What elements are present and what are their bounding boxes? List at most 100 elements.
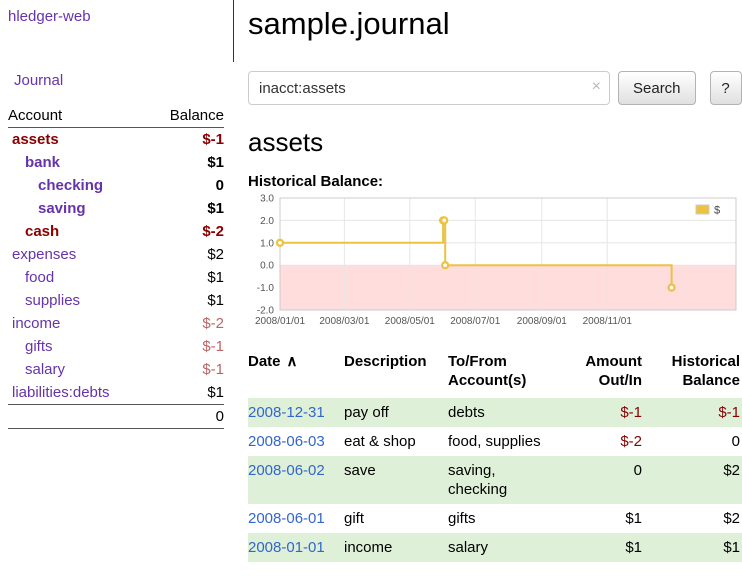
register-balance-cell: $-1 [644,398,742,427]
sidebar-account-balance: $1 [149,381,224,405]
register-description-cell: pay off [344,398,448,427]
search-input[interactable] [248,71,610,105]
brand-link[interactable]: hledger-web [8,8,91,25]
sidebar-account-balance: $-1 [149,335,224,358]
sidebar-account-row: assets $-1 [8,128,224,152]
register-balance-cell: 0 [644,427,742,456]
register-description-cell: save [344,456,448,504]
register-description-cell: gift [344,504,448,533]
register-body: 2008-12-31pay offdebts$-1$-12008-06-03ea… [248,398,742,562]
register-date-cell: 2008-12-31 [248,398,344,427]
sidebar-account-balance: $-2 [149,312,224,335]
chart-legend-swatch [696,205,709,214]
column-divider [233,0,234,62]
chart-x-tick-label: 2008/03/01 [319,316,369,327]
sidebar-account-row: bank$1 [8,151,224,174]
register-description-cell: eat & shop [344,427,448,456]
sidebar-account-row: food $1 [8,266,224,289]
accounts-total-balance: 0 [149,405,224,429]
accounts-total-row: 0 [8,405,224,429]
sidebar-account-row: checking 0 [8,174,224,197]
chart-point [441,217,447,223]
sidebar-account-link[interactable]: salary [25,361,65,378]
sidebar-account-balance: 0 [149,174,224,197]
sidebar-account-row: supplies $1 [8,289,224,312]
sidebar-account-link[interactable]: checking [38,177,103,194]
register-date-link[interactable]: 2008-06-03 [248,433,325,450]
register-row: 2008-06-03eat & shopfood, supplies$-20 [248,427,742,456]
chart-y-tick-label: -1.0 [257,283,275,294]
column-header-description: Description [344,350,448,398]
sidebar-account-row: gifts $-1 [8,335,224,358]
sidebar-account-link[interactable]: gifts [25,338,53,355]
chart-svg: 3.02.01.00.0-1.0-2.02008/01/012008/03/01… [248,194,742,332]
help-button[interactable]: ? [710,71,742,105]
sidebar-account-balance: $-1 [149,128,224,152]
chart-y-tick-label: 0.0 [260,261,274,272]
page-title: sample.journal [248,4,742,44]
clear-search-icon[interactable]: × [592,78,601,96]
sidebar-account-link[interactable]: assets [12,131,59,148]
sidebar-account-link[interactable]: cash [25,223,59,240]
column-header-accounts: To/FromAccount(s) [448,350,560,398]
search-form: × Search ? [248,71,742,105]
register-balance-cell: $2 [644,456,742,504]
register-amount-cell: $-2 [560,427,644,456]
accounts-header-account: Account [8,104,149,128]
account-heading: assets [248,127,742,157]
sidebar: hledger-web Journal Account Balance asse… [0,0,234,582]
sidebar-accounts-body: assets$-1bank$1checking0saving$1cash$-2e… [8,128,224,405]
accounts-header-balance: Balance [149,104,224,128]
register-date-cell: 2008-06-01 [248,504,344,533]
sidebar-account-link[interactable]: liabilities:debts [12,384,110,401]
sidebar-account-link[interactable]: expenses [12,246,76,263]
chart-y-tick-label: 2.0 [260,216,274,227]
sidebar-account-link[interactable]: food [25,269,54,286]
sidebar-account-link[interactable]: supplies [25,292,80,309]
sort-ascending-icon: ∧ [287,353,298,370]
register-date-link[interactable]: 2008-01-01 [248,539,325,556]
sidebar-account-row: saving $1 [8,197,224,220]
sidebar-account-balance: $1 [149,266,224,289]
register-amount-cell: $1 [560,504,644,533]
main-content: sample.journal × Search ? assets Histori… [248,0,742,562]
date-header-label: Date [248,353,281,370]
sidebar-account-balance: $1 [149,289,224,312]
register-date-link[interactable]: 2008-06-02 [248,462,325,479]
register-date-link[interactable]: 2008-12-31 [248,404,325,421]
chart-y-tick-label: -2.0 [257,306,275,317]
register-row: 2008-01-01incomesalary$1$1 [248,533,742,562]
column-header-date[interactable]: Date ∧ [248,350,344,398]
register-date-cell: 2008-06-02 [248,456,344,504]
chart-x-tick-label: 2008/01/01 [255,316,305,327]
chart-x-tick-label: 2008/07/01 [450,316,500,327]
chart-title: Historical Balance: [248,173,742,190]
register-amount-cell: $1 [560,533,644,562]
search-box: × [248,71,610,105]
register-row: 2008-12-31pay offdebts$-1$-1 [248,398,742,427]
register-date-cell: 2008-01-01 [248,533,344,562]
sidebar-account-row: cash $-2 [8,220,224,243]
column-header-amount: AmountOut/In [560,350,644,398]
accounts-table: Account Balance assets$-1bank$1checking0… [8,104,224,429]
sidebar-account-row: expenses$2 [8,243,224,266]
register-accounts-cell: saving, checking [448,456,560,504]
sidebar-item-journal[interactable]: Journal [14,72,63,89]
chart-x-tick-label: 2008/11/01 [583,316,633,327]
accounts-table-header: Account Balance [8,104,224,128]
chart-point [669,285,675,291]
sidebar-account-balance: $-2 [149,220,224,243]
sidebar-account-balance: $1 [149,197,224,220]
register-date-link[interactable]: 2008-06-01 [248,510,325,527]
historical-balance-chart: 3.02.01.00.0-1.0-2.02008/01/012008/03/01… [248,194,742,336]
sidebar-account-link[interactable]: saving [38,200,86,217]
chart-y-tick-label: 1.0 [260,238,274,249]
sidebar-account-row: liabilities:debts $1 [8,381,224,405]
register-accounts-cell: debts [448,398,560,427]
register-accounts-cell: salary [448,533,560,562]
register-balance-cell: $1 [644,533,742,562]
register-date-cell: 2008-06-03 [248,427,344,456]
sidebar-account-link[interactable]: bank [25,154,60,171]
sidebar-account-link[interactable]: income [12,315,60,332]
search-button[interactable]: Search [618,71,696,105]
